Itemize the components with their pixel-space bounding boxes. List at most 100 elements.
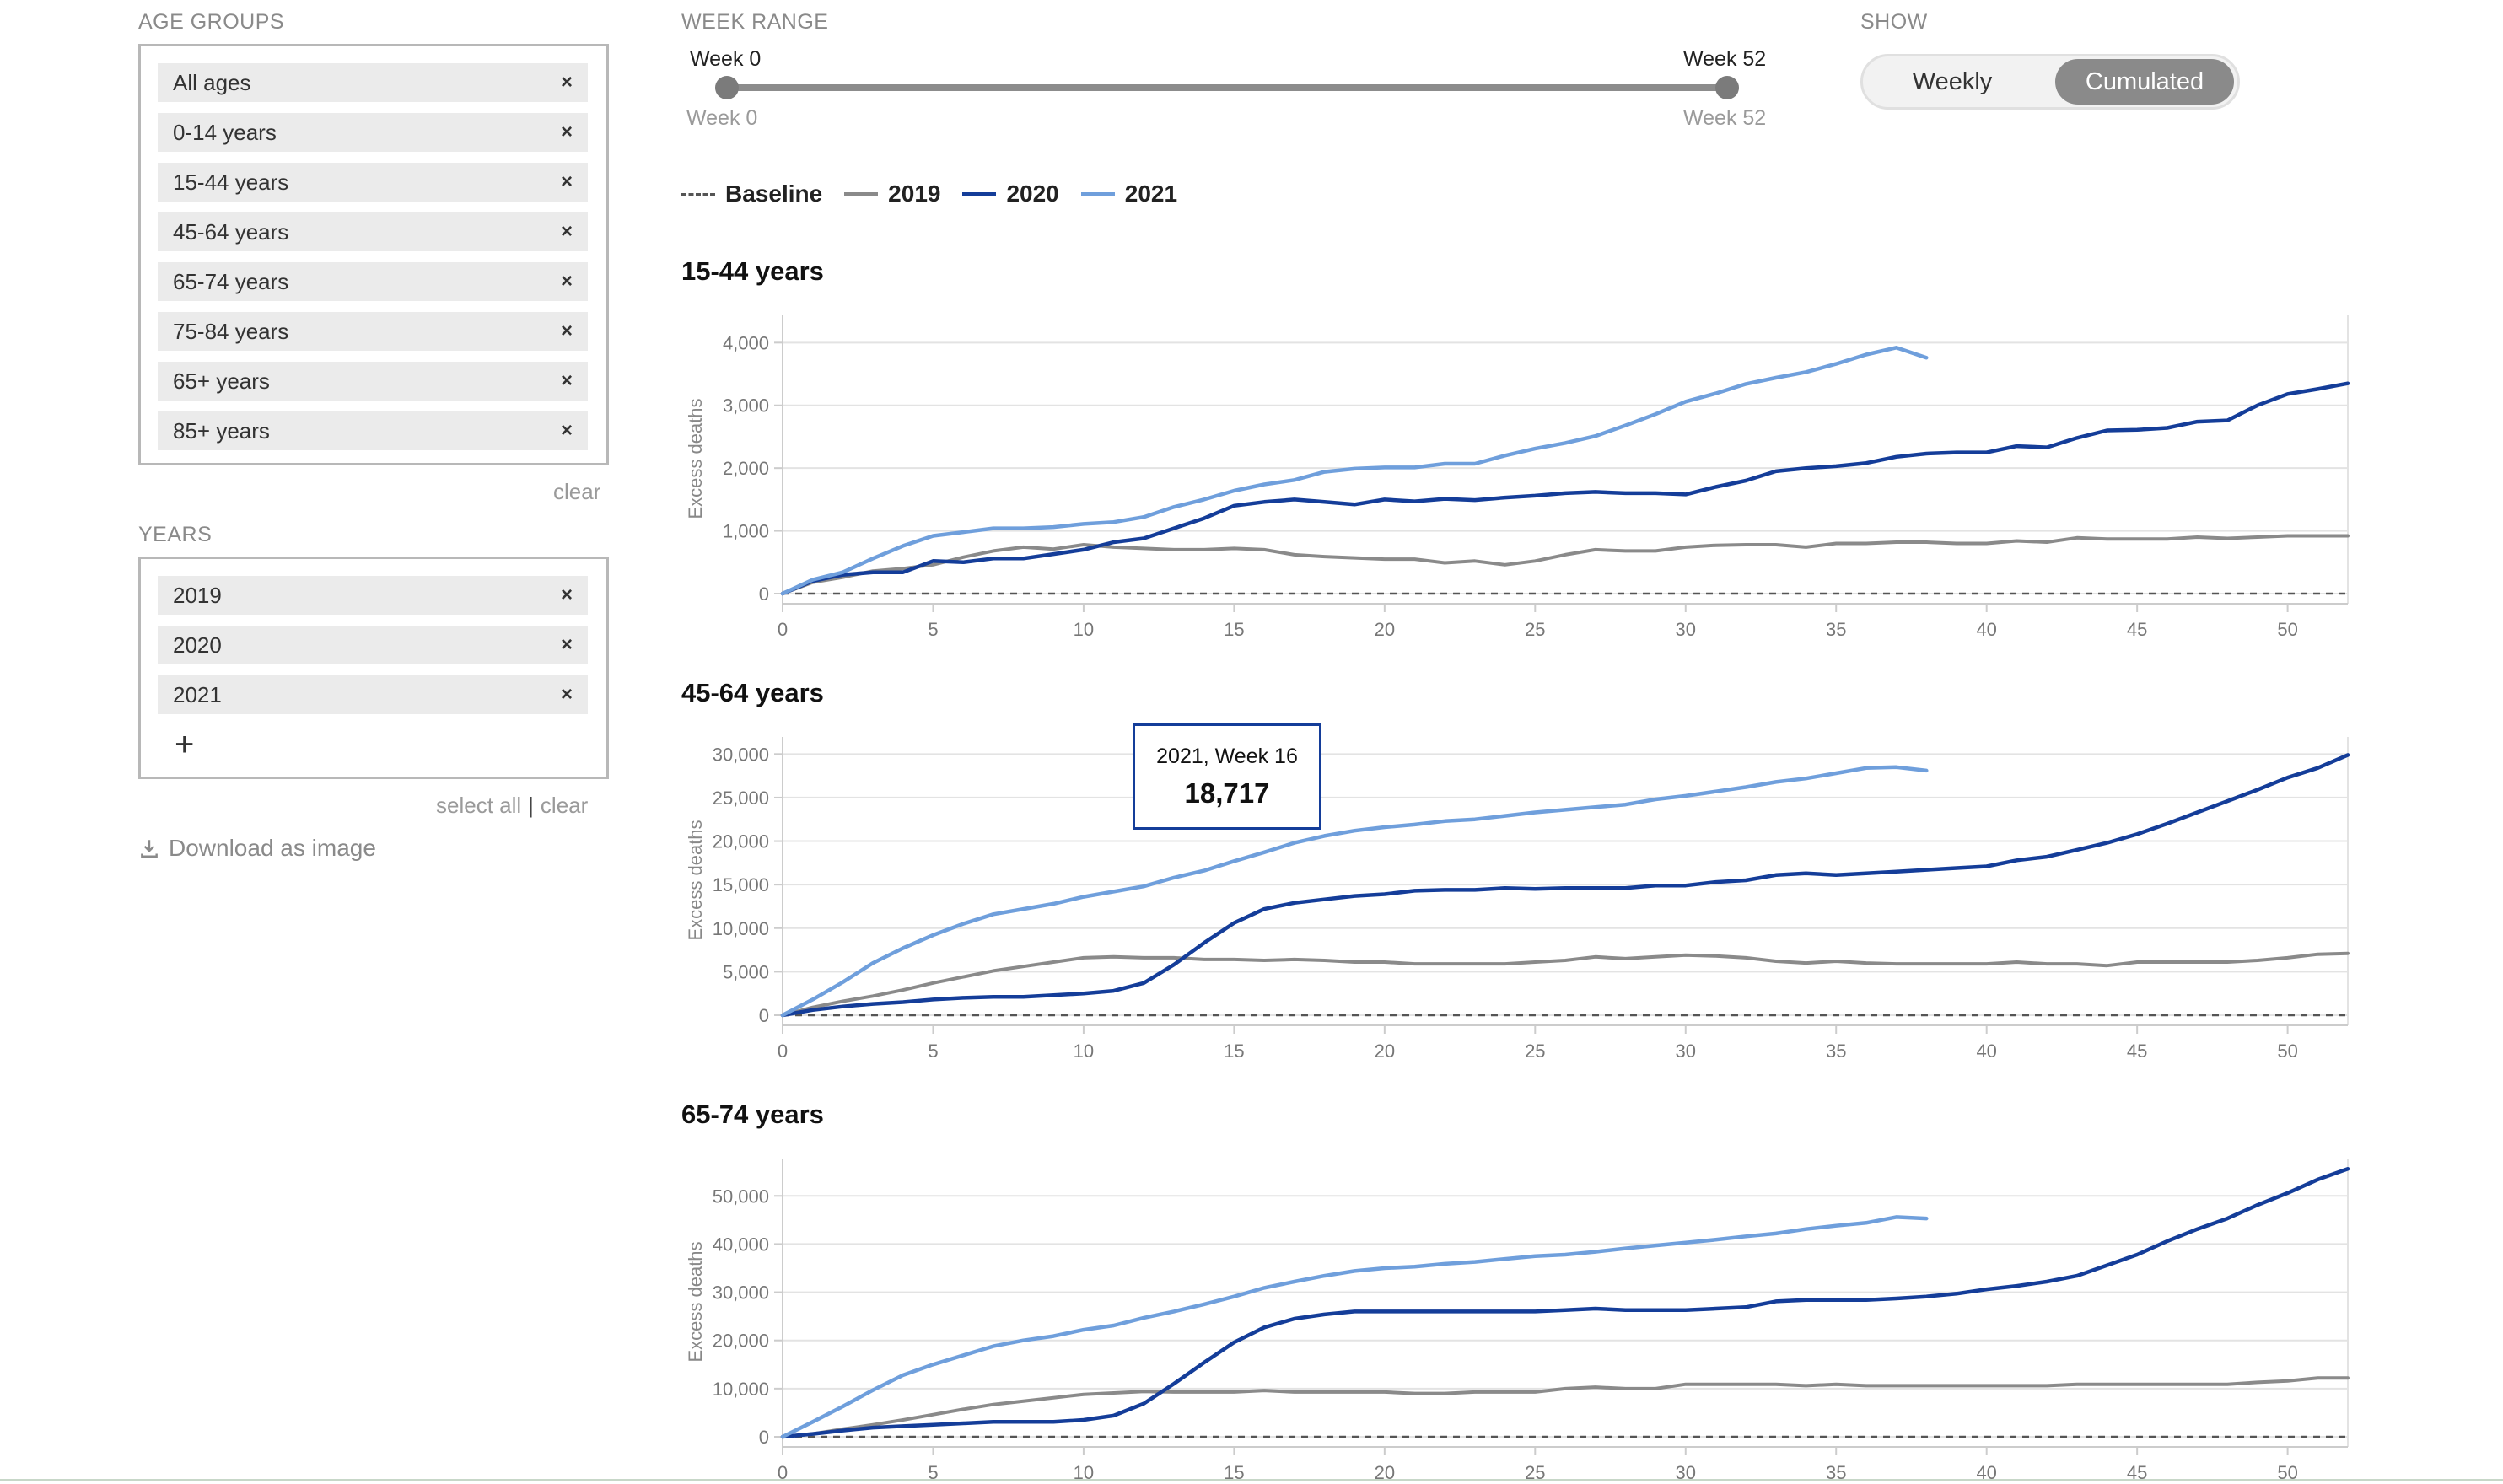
age-groups-clear-link[interactable]: clear: [553, 479, 601, 504]
age-group-chip[interactable]: 0-14 years ×: [158, 113, 588, 152]
week-range-track[interactable]: [727, 84, 1727, 91]
age-group-chip-label: 0-14 years: [173, 119, 277, 145]
years-select[interactable]: 2019 × 2020 × 2021 × +: [138, 556, 609, 779]
add-year-button[interactable]: +: [175, 726, 195, 763]
age-groups-label: AGE GROUPS: [138, 10, 285, 34]
y-tick-label: 15,000: [713, 874, 769, 895]
remove-icon[interactable]: ×: [560, 320, 573, 342]
remove-icon[interactable]: ×: [560, 583, 573, 606]
series-line-2019: [781, 1376, 2350, 1438]
show-toggle[interactable]: Weekly Cumulated: [1860, 54, 2240, 110]
chart-15-44-years[interactable]: 0 1,000 2,000 3,000 4,000 0 5 10 15 20 25 30 35 40 45 5…: [675, 304, 2412, 641]
series-line-2019: [781, 951, 2350, 1017]
age-group-chip[interactable]: 65+ years ×: [158, 362, 588, 401]
remove-icon[interactable]: ×: [560, 220, 573, 243]
y-tick-label: 4,000: [723, 332, 769, 353]
x-tick-label: 45: [2127, 619, 2147, 640]
legend-swatch-baseline: [681, 192, 715, 196]
x-tick-label: 10: [1074, 619, 1094, 640]
x-tick-label: 5: [928, 619, 938, 640]
y-tick-label: 50,000: [713, 1186, 769, 1207]
download-image-button[interactable]: Download as image: [138, 835, 376, 862]
x-tick-label: 40: [1976, 619, 1996, 640]
legend-label-2020: 2020: [1006, 180, 1059, 207]
legend-label-2019: 2019: [888, 180, 941, 207]
age-group-chip[interactable]: 65-74 years ×: [158, 262, 588, 301]
week-range-max-label: Week 52: [1683, 106, 1767, 130]
y-tick-label: 5,000: [723, 961, 769, 982]
select-all-link[interactable]: select all: [436, 793, 522, 818]
y-tick-label: 25,000: [713, 788, 769, 809]
remove-icon[interactable]: ×: [560, 121, 573, 143]
week-range-min-label: Week 0: [686, 106, 758, 130]
download-icon: [141, 840, 158, 858]
legend-label-2021: 2021: [1124, 180, 1178, 207]
legend-item-2019: 2019: [844, 180, 940, 207]
year-chip[interactable]: 2020 ×: [158, 626, 588, 664]
remove-icon[interactable]: ×: [560, 71, 573, 94]
x-tick-label: 30: [1676, 619, 1696, 640]
age-group-chip[interactable]: 15-44 years ×: [158, 163, 588, 202]
x-tick-label: 50: [2277, 619, 2297, 640]
legend-swatch-2021: [1080, 191, 1115, 196]
legend-item-2020: 2020: [962, 180, 1059, 207]
series-line-2021: [780, 346, 1929, 596]
age-group-chip[interactable]: 75-84 years ×: [158, 312, 588, 351]
weekly-option[interactable]: Weekly: [1912, 67, 1993, 95]
y-axis-label: Excess deaths: [685, 1241, 706, 1362]
x-tick-label: 20: [1375, 619, 1395, 640]
age-group-chip-label: 75-84 years: [173, 318, 289, 344]
x-tick-label: 50: [2277, 1040, 2297, 1062]
y-tick-label: 0: [759, 1427, 769, 1448]
year-chip[interactable]: 2019 ×: [158, 576, 588, 615]
week-range-end-handle[interactable]: [1715, 76, 1739, 99]
year-chip[interactable]: 2021 ×: [158, 675, 588, 714]
x-tick-label: 35: [1826, 619, 1846, 640]
y-tick-label: 1,000: [723, 521, 769, 542]
week-range-label: WEEK RANGE: [681, 10, 829, 34]
year-chip-label: 2021: [173, 681, 222, 707]
x-tick-label: 45: [2127, 1040, 2147, 1062]
remove-icon[interactable]: ×: [560, 369, 573, 392]
chart-legend: Baseline 2019 2020 2021: [681, 180, 1199, 207]
y-tick-label: 30,000: [713, 1282, 769, 1304]
years-actions: select all | clear: [436, 793, 588, 819]
y-tick-label: 20,000: [713, 831, 769, 852]
chart-45-64-years[interactable]: 0 5,000 10,000 15,000 20,000 25,000 30,000 0 5 10…: [675, 725, 2412, 1062]
age-group-chip[interactable]: 45-64 years ×: [158, 212, 588, 251]
x-tick-label: 0: [778, 1040, 788, 1062]
x-tick-label: 5: [928, 1462, 938, 1483]
week-range-start-handle[interactable]: [715, 76, 739, 99]
age-groups-select[interactable]: All ages × 0-14 years × 15-44 years × 45-64 ye…: [138, 44, 609, 465]
x-tick-label: 35: [1826, 1040, 1846, 1062]
years-clear-link[interactable]: clear: [540, 793, 589, 818]
series-line-2020: [780, 753, 2350, 1018]
remove-icon[interactable]: ×: [560, 683, 573, 706]
x-tick-label: 40: [1976, 1040, 1996, 1062]
series-line-2021: [780, 765, 1929, 1018]
chart-title-15-44: 15-44 years: [681, 256, 824, 286]
remove-icon[interactable]: ×: [560, 170, 573, 193]
legend-item-baseline: Baseline: [681, 180, 822, 207]
age-group-chip[interactable]: 85+ years ×: [158, 411, 588, 450]
y-tick-label: 3,000: [723, 395, 769, 417]
years-label: YEARS: [138, 523, 213, 546]
chart-tooltip: 2021, Week 16 18,717: [1133, 723, 1321, 830]
y-tick-label: 10,000: [713, 918, 769, 939]
y-tick-label: 0: [759, 583, 769, 605]
y-tick-label: 20,000: [713, 1331, 769, 1352]
y-tick-label: 10,000: [713, 1379, 769, 1400]
y-tick-label: 30,000: [713, 744, 769, 765]
series-line-2021: [780, 1215, 1929, 1439]
week-range-start-value: Week 0: [690, 47, 762, 71]
remove-icon[interactable]: ×: [560, 270, 573, 293]
remove-icon[interactable]: ×: [560, 633, 573, 656]
legend-item-2021: 2021: [1080, 180, 1178, 207]
tooltip-value: 18,717: [1184, 777, 1270, 809]
age-group-chip-label: 65-74 years: [173, 268, 289, 294]
remove-icon[interactable]: ×: [560, 419, 573, 442]
cumulated-option[interactable]: Cumulated: [2055, 59, 2234, 105]
age-group-chip[interactable]: All ages ×: [158, 63, 588, 102]
age-group-chip-label: 85+ years: [173, 417, 270, 444]
